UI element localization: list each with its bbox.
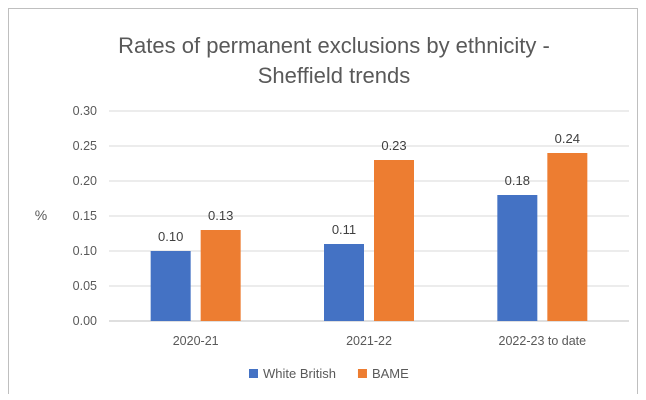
bar-white-british [497,195,538,321]
x-tick-label: 2021-22 [346,334,392,348]
legend-swatch-bame [357,369,367,378]
data-label: 0.24 [555,131,580,146]
bar-bame [200,230,241,321]
chart-title-line1: Rates of permanent exclusions by ethnici… [118,33,550,58]
y-tick-label: 0.30 [73,104,97,118]
bar-bame [374,160,414,321]
data-labels: 0.10 0.13 0.11 0.23 0.18 0.24 [158,131,580,244]
data-label: 0.11 [332,222,356,237]
data-label: 0.18 [505,173,530,188]
y-tick-label: 0.20 [73,174,97,188]
legend-label: BAME [372,366,409,381]
y-tick-label: 0.25 [73,139,97,153]
data-label: 0.13 [208,208,233,223]
y-tick-labels: 0.00 0.05 0.10 0.15 0.20 0.25 0.30 [73,104,97,328]
legend-label: White British [263,366,336,381]
bar-white-british [324,244,364,321]
y-tick-label: 0.00 [73,314,97,328]
bar-bame [547,153,588,321]
bar-white-british [150,251,191,321]
y-tick-label: 0.05 [73,279,97,293]
data-label: 0.10 [158,229,183,244]
legend-swatch-white-british [249,369,258,378]
bars [150,153,588,321]
chart-frame: Rates of permanent exclusions by ethnici… [8,8,638,394]
x-tick-label: 2022-23 to date [499,334,587,348]
chart-title-line2: Sheffield trends [258,63,410,88]
y-tick-label: 0.15 [73,209,97,223]
x-tick-labels: 2020-21 2021-22 2022-23 to date [173,334,586,348]
y-axis-label: % [35,207,47,223]
y-tick-label: 0.10 [73,244,97,258]
x-tick-label: 2020-21 [173,334,219,348]
bar-chart: Rates of permanent exclusions by ethnici… [35,33,629,381]
data-label: 0.23 [381,138,406,153]
gridlines [109,110,629,322]
legend: White British BAME [249,366,409,381]
